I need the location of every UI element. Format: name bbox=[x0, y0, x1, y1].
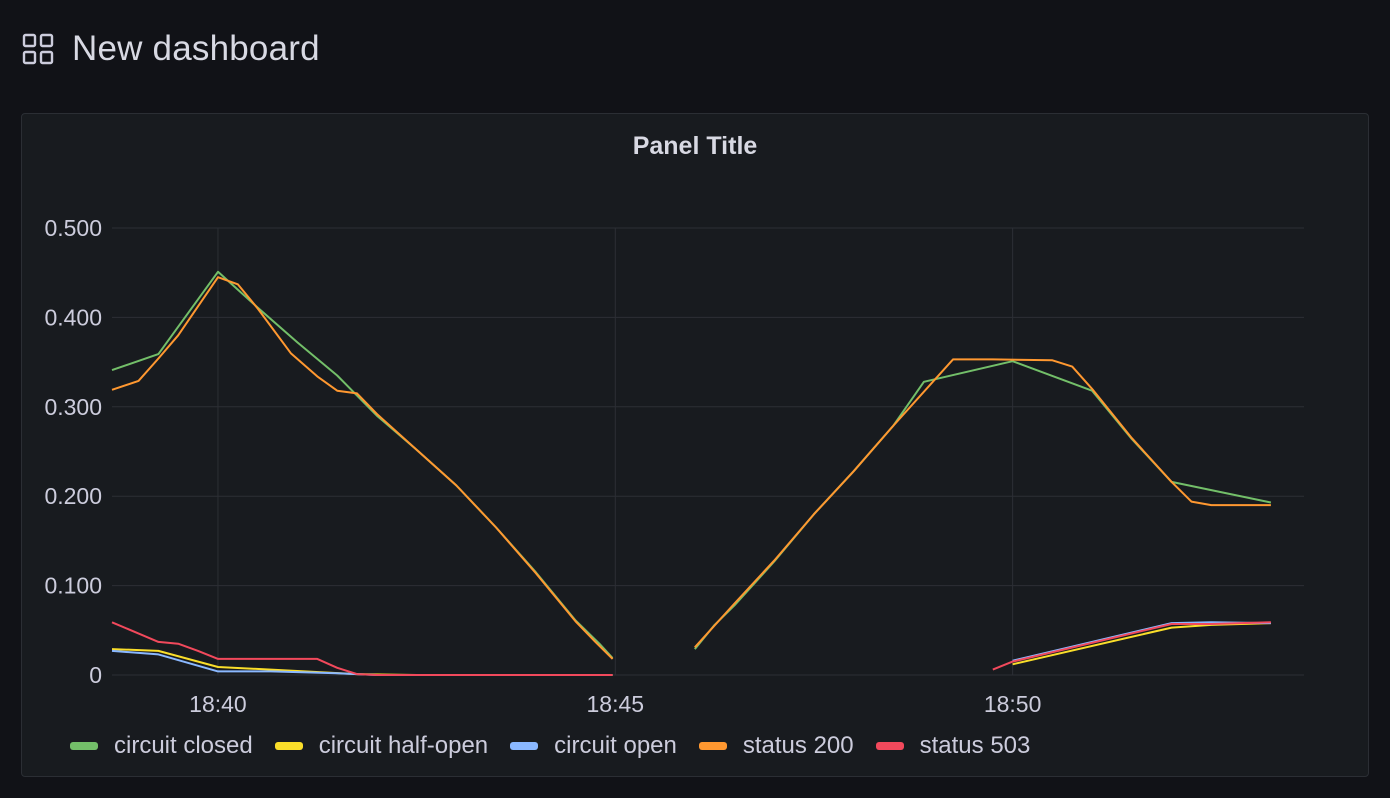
chart-legend: circuit closed circuit half-open circuit o… bbox=[70, 729, 1052, 763]
series-line-status-503[interactable] bbox=[111, 621, 613, 676]
legend-item-status-200[interactable]: status 200 bbox=[698, 732, 854, 760]
legend-item-status-503[interactable]: status 503 bbox=[875, 732, 1031, 760]
legend-label: circuit open bbox=[554, 732, 677, 759]
dashboard-header: New dashboard bbox=[0, 0, 1390, 100]
y-tick-label: 0.300 bbox=[44, 394, 102, 420]
x-tick-label: 18:40 bbox=[189, 691, 247, 717]
series-line-circuit-closed[interactable] bbox=[694, 360, 1272, 650]
legend-swatch bbox=[698, 742, 727, 750]
y-tick-label: 0.500 bbox=[44, 215, 102, 241]
legend-label: status 200 bbox=[742, 732, 854, 759]
legend-label: circuit half-open bbox=[318, 732, 489, 759]
legend-item-circuit-open[interactable]: circuit open bbox=[510, 732, 677, 760]
series-line-status-200[interactable] bbox=[111, 276, 614, 660]
series-line-status-503[interactable] bbox=[992, 621, 1271, 671]
timeseries-panel[interactable]: Panel Title 0 0.100 0.200 0.300 0.400 0.500 18… bbox=[21, 113, 1369, 777]
series-line-circuit-closed[interactable] bbox=[111, 270, 614, 659]
legend-swatch bbox=[510, 742, 539, 750]
legend-label: status 503 bbox=[919, 732, 1031, 759]
x-tick-label: 18:45 bbox=[587, 691, 645, 717]
y-tick-label: 0.400 bbox=[44, 304, 102, 330]
legend-swatch bbox=[70, 742, 98, 750]
y-tick-label: 0.100 bbox=[44, 573, 102, 599]
y-tick-label: 0 bbox=[89, 662, 102, 688]
legend-item-circuit-half-open[interactable]: circuit half-open bbox=[274, 732, 489, 760]
y-tick-label: 0.200 bbox=[44, 483, 102, 509]
legend-swatch bbox=[274, 742, 303, 750]
timeseries-chart[interactable]: 0 0.100 0.200 0.300 0.400 0.500 18:40 18:45 18:5… bbox=[22, 114, 1368, 724]
dashboard-title[interactable]: New dashboard bbox=[72, 29, 320, 68]
legend-item-circuit-closed[interactable]: circuit closed bbox=[70, 732, 253, 760]
series-line-status-200[interactable] bbox=[694, 358, 1271, 648]
x-tick-label: 18:50 bbox=[984, 691, 1042, 717]
panel-title[interactable]: Panel Title bbox=[632, 132, 758, 160]
legend-swatch bbox=[875, 742, 904, 750]
series-line-circuit-open[interactable] bbox=[111, 649, 613, 676]
dashboard-grid-icon[interactable] bbox=[22, 33, 54, 65]
legend-label: circuit closed bbox=[114, 732, 253, 759]
